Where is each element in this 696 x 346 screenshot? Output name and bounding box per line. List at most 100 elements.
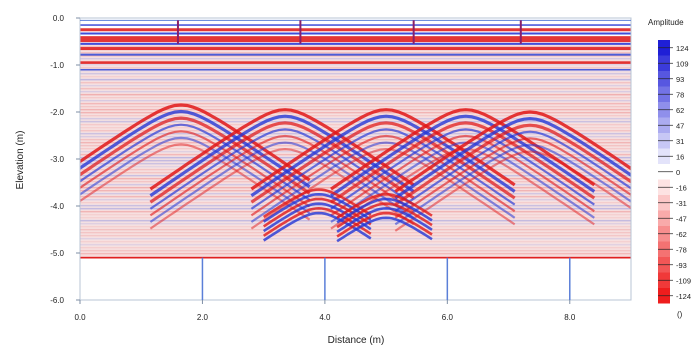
reflection-hyperbola	[250, 128, 516, 210]
background-layer	[80, 117, 631, 120]
colorbar-label: -109	[676, 276, 691, 285]
colorbar-label: -124	[676, 292, 691, 301]
background-layer	[80, 114, 631, 117]
reflection-hyperbola	[80, 143, 311, 221]
background-layer	[80, 243, 631, 246]
background-layer	[80, 105, 631, 108]
background-layer	[80, 192, 631, 195]
background-layer	[80, 78, 631, 81]
background-layer	[80, 234, 631, 237]
background-layer	[80, 189, 631, 192]
reflection-hyperbola	[330, 147, 595, 230]
background-layer	[80, 249, 631, 252]
colorbar-swatches: 124 109 93 78 62 47 31 16 0 -16 -31 -47 -62 -78 -93 -10…	[658, 40, 691, 304]
colorbar-label: -62	[676, 230, 687, 239]
colorbar-label: 62	[676, 106, 684, 115]
reflection-hyperbola	[394, 130, 631, 213]
reflection-hyperbola	[80, 130, 311, 208]
reflection-hyperbola	[330, 134, 595, 217]
deep-reflector	[336, 211, 433, 238]
colorbar-title: Amplitude	[648, 18, 684, 27]
deep-reflector	[336, 192, 433, 219]
y-axis-label: Elevation (m)	[15, 131, 26, 190]
colorbar-label: 47	[676, 121, 684, 130]
colorbar: Amplitude 124 109 93 78 62 47 31 16 0 -16 -31 -47 -6…	[648, 18, 691, 319]
colorbar-label: 0	[676, 168, 680, 177]
reflection-hyperbola	[330, 121, 596, 204]
background-layer	[80, 162, 631, 165]
reflection-hyperbola	[394, 116, 631, 200]
surface-band	[80, 36, 631, 43]
background-layer	[80, 51, 631, 54]
colorbar-label: -31	[676, 199, 687, 208]
background-layer	[80, 168, 631, 171]
reflection-hyperbola	[80, 136, 311, 215]
background-layer	[80, 84, 631, 87]
x-tick-label: 0.0	[74, 313, 86, 322]
background-layer	[80, 141, 631, 144]
background-layer	[80, 108, 631, 111]
colorbar-label: 93	[676, 75, 684, 84]
background-layer	[80, 186, 631, 189]
background-layer	[80, 201, 631, 204]
reflection-hyperbola	[330, 114, 596, 198]
reflection-hyperbola	[394, 143, 631, 226]
background-layer	[80, 123, 631, 126]
reflection-hyperbola	[394, 123, 631, 206]
background-layer	[80, 225, 631, 228]
reflection-hyperbola	[250, 141, 516, 223]
background-layer	[80, 111, 631, 114]
background-layer	[80, 87, 631, 90]
background-layer	[80, 102, 631, 105]
background-layer	[80, 195, 631, 198]
y-tick-label: -3.0	[50, 155, 64, 164]
colorbar-label: 124	[676, 44, 689, 53]
reflection-hyperbola	[394, 110, 631, 193]
reflection-hyperbola	[330, 128, 595, 210]
reflection-hyperbola	[250, 134, 516, 217]
background-layer	[80, 90, 631, 93]
x-axis: 0.0 2.0 4.0 6.0 8.0	[74, 300, 576, 322]
colorbar-label: 109	[676, 59, 689, 68]
reflection-hyperbola	[80, 109, 311, 189]
background-layer	[80, 96, 631, 99]
y-tick-label: -5.0	[50, 249, 64, 258]
surface-band	[80, 24, 631, 26]
background-layer	[80, 231, 631, 234]
colorbar-label: 78	[676, 90, 684, 99]
background-layer	[80, 72, 631, 75]
background-layer	[80, 66, 631, 69]
background-layer	[80, 93, 631, 96]
deep-reflector	[336, 202, 433, 229]
colorbar-label: 31	[676, 137, 684, 146]
background-layer	[80, 63, 631, 66]
marker-lines	[80, 19, 631, 300]
background-layer	[80, 99, 631, 102]
reflection-hyperbola	[80, 123, 311, 201]
y-axis: 0.0 -1.0 -2.0 -3.0 -4.0 -5.0 -6.0	[50, 14, 80, 305]
reflection-hyperbola	[80, 116, 311, 195]
colorbar-label: 16	[676, 152, 684, 161]
background-layer	[80, 45, 631, 48]
deep-reflector	[336, 206, 433, 233]
background-layer	[80, 174, 631, 177]
reflection-hyperbola	[330, 141, 595, 223]
deep-reflector	[336, 216, 433, 243]
x-tick-label: 8.0	[564, 313, 576, 322]
reflection-hyperbola	[250, 114, 516, 198]
deep-reflector	[336, 197, 433, 224]
background-layer	[80, 69, 631, 72]
reflection-hyperbola	[394, 150, 631, 232]
background-layer	[80, 240, 631, 243]
surface-band	[80, 61, 631, 64]
background-layer	[80, 129, 631, 132]
background-layer	[80, 147, 631, 150]
surface-band	[80, 42, 631, 45]
colorbar-unit: ()	[677, 310, 683, 319]
background-layer	[80, 75, 631, 78]
surface-band	[80, 47, 631, 51]
y-tick-label: -6.0	[50, 296, 64, 305]
reflection-hyperbola	[80, 103, 311, 182]
x-axis-label: Distance (m)	[328, 335, 385, 346]
